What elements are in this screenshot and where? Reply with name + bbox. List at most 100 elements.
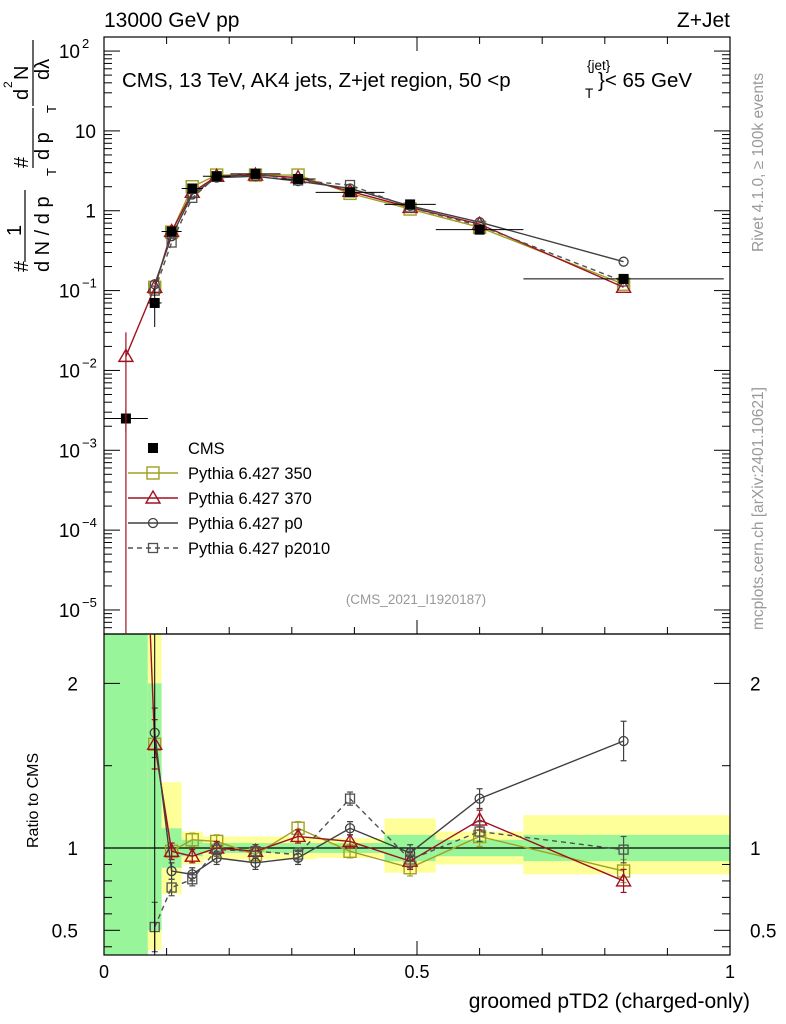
legend-marker — [146, 466, 160, 480]
ratio-point — [292, 849, 304, 860]
y-tick-exponent: −5 — [82, 595, 97, 610]
legend-label: Pythia 6.427 350 — [188, 465, 312, 483]
ratio-point — [474, 826, 485, 837]
ratio-point — [163, 842, 180, 857]
plot-title-sup: {jet} — [587, 58, 611, 73]
ratio-point — [250, 846, 261, 857]
ylabel-part-2: d N / d p — [32, 196, 54, 272]
ratio-line — [154, 732, 624, 876]
y-tick-exponent: −4 — [82, 515, 97, 530]
plot-title-end: }< 65 GeV — [598, 69, 692, 92]
ratio-tick-label-right: 2 — [750, 674, 761, 695]
ylabel-part-5: d p — [32, 132, 54, 160]
ylabel-part-8: 2 — [1, 81, 15, 88]
legend-marker — [148, 443, 158, 453]
ratio-point — [344, 823, 356, 834]
data-point — [166, 226, 177, 237]
x-tick-label: 1 — [725, 962, 735, 982]
ratio-point — [344, 793, 356, 804]
legend-label: Pythia 6.427 p2010 — [188, 540, 330, 558]
ylabel-part-9: N — [11, 66, 33, 80]
ratio-line — [154, 744, 624, 872]
y-tick-label: 10 — [59, 441, 80, 462]
analysis-id: (CMS_2021_I1920187) — [346, 592, 486, 607]
ratio-point — [474, 793, 485, 804]
y-tick-exponent: −2 — [82, 355, 97, 370]
data-point — [405, 199, 416, 210]
series-line — [125, 174, 624, 357]
ratio-point — [618, 844, 629, 855]
ratio-tick-label-left: 0.5 — [52, 921, 78, 942]
header-right: Z+Jet — [677, 9, 730, 32]
ylabel-part-4: # — [11, 156, 33, 168]
ratio-point — [166, 865, 177, 877]
ratio-tick-label-left: 1 — [67, 839, 78, 860]
legend: CMS Pythia 6.427 350 Pythia 6.427 370 Pythi… — [128, 440, 330, 558]
y-tick-exponent: 2 — [82, 36, 89, 51]
ratio-point — [166, 882, 177, 893]
series-line — [154, 173, 624, 291]
legend-label: Pythia 6.427 370 — [188, 490, 312, 508]
ratio-series — [146, 634, 632, 955]
series-point — [618, 256, 629, 267]
ratio-point — [341, 833, 359, 848]
y-tick-label: 10 — [59, 361, 80, 382]
ratio-point — [185, 833, 199, 847]
ratio-band-inner — [104, 634, 148, 955]
plot-title: CMS, 13 TeV, AK4 jets, Z+jet region, 50 … — [122, 69, 511, 92]
ratio-point — [404, 854, 416, 865]
data-point — [345, 187, 356, 198]
data-point — [149, 297, 160, 308]
legend-marker — [144, 489, 162, 504]
x-tick-label: 0 — [99, 962, 109, 982]
y-tick-label: 10 — [59, 521, 80, 542]
rivet-label: Rivet 4.1.0, ≥ 100k events — [750, 73, 767, 252]
legend-label: Pythia 6.427 p0 — [188, 515, 303, 533]
y-tick-label: 10 — [59, 601, 80, 622]
legend-label: CMS — [188, 440, 225, 458]
ylabel-part-7: d — [11, 89, 33, 100]
ratio-point — [211, 844, 222, 855]
data-point — [250, 168, 261, 179]
ratio-point — [289, 828, 307, 843]
data-point — [187, 183, 198, 194]
ylabel-part-10: dλ — [32, 59, 54, 80]
ratio-y-label: Ratio to CMS — [25, 753, 42, 848]
mcplots-label: mcplots.cern.ch [arXiv:2401.10621] — [750, 387, 767, 630]
y-tick-label: 1 — [85, 202, 96, 223]
y-tick-exponent: −1 — [82, 276, 97, 291]
data-point — [618, 273, 629, 284]
ylabel-part-1: 1 — [4, 225, 26, 236]
ratio-point — [187, 874, 198, 885]
data-point — [474, 224, 485, 235]
ratio-point — [618, 735, 629, 747]
x-tick-label: 0.5 — [404, 962, 429, 982]
ratio-tick-label-left: 2 — [67, 674, 78, 695]
header-left: 13000 GeV pp — [104, 9, 239, 32]
series-point — [166, 237, 177, 248]
ratio-uncertainty-bands — [104, 634, 730, 955]
series-line — [154, 175, 624, 285]
y-tick-label: 10 — [75, 122, 96, 143]
y-axis-label: # 1 d N / d p T # d p T d 2 N dλ — [1, 40, 59, 272]
ratio-plot-frame — [103, 633, 731, 956]
series-line — [154, 174, 624, 288]
ylabel-part-0: # — [11, 260, 33, 272]
ylabel-part-6: T — [44, 105, 59, 113]
legend-marker — [147, 517, 159, 529]
plot-title-sub: T — [585, 86, 593, 101]
data-point — [211, 171, 222, 182]
y-tick-exponent: −3 — [82, 435, 97, 450]
legend-marker — [147, 542, 159, 554]
ratio-tick-label-right: 0.5 — [750, 921, 776, 942]
ratio-point — [615, 872, 632, 887]
x-axis-label: groomed pTD2 (charged-only) — [469, 990, 750, 1013]
y-tick-label: 10 — [59, 282, 80, 303]
y-tick-label: 10 — [59, 42, 80, 63]
ylabel-part-3: T — [44, 168, 59, 176]
ratio-point — [184, 847, 201, 862]
ratio-tick-label-right: 1 — [750, 839, 761, 860]
main-series — [104, 166, 724, 634]
